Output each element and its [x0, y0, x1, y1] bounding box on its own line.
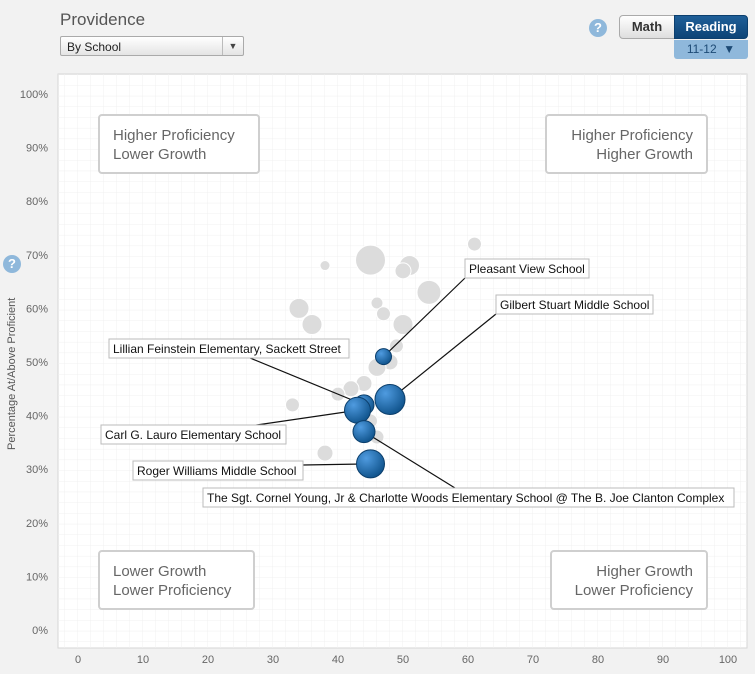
y-tick-label: 0% — [32, 625, 48, 637]
y-tick-label: 100% — [20, 89, 48, 101]
x-tick-label: 60 — [462, 654, 474, 666]
callout-box — [132, 460, 304, 481]
view-select-value: By School — [67, 40, 122, 54]
quadrant-box — [550, 550, 708, 610]
school-point — [288, 297, 310, 319]
school-point — [319, 260, 331, 272]
callout-box — [108, 338, 350, 359]
school-point — [392, 313, 414, 335]
callout-label: Roger Williams Middle School — [137, 464, 296, 478]
chevron-down-icon: ▼ — [719, 42, 736, 56]
school-point — [285, 397, 300, 413]
quadrant-label: Higher Proficiency — [571, 127, 693, 144]
school-point — [376, 306, 391, 322]
x-tick-label: 80 — [592, 654, 604, 666]
y-tick-label: 90% — [26, 143, 48, 155]
y-tick-label: 10% — [26, 571, 48, 583]
quadrant-label: Lower Proficiency — [575, 582, 694, 599]
x-tick-label: 100 — [719, 654, 737, 666]
school-point — [389, 338, 404, 354]
tab-math[interactable]: Math — [619, 15, 675, 39]
quadrant-label: Lower Proficiency — [113, 582, 232, 599]
help-icon[interactable]: ? — [589, 19, 607, 37]
quadrant-label: Lower Growth — [113, 563, 206, 580]
school-point — [316, 444, 334, 462]
grade-select-value: 11-12 — [686, 42, 717, 56]
callout-box — [202, 487, 735, 508]
y-tick-label: 30% — [26, 464, 48, 476]
highlighted-school-point — [374, 384, 406, 416]
tab-reading[interactable]: Reading — [674, 15, 748, 39]
y-tick-label: 60% — [26, 303, 48, 315]
callout-leader — [389, 313, 497, 400]
y-tick-label: 40% — [26, 411, 48, 423]
callout-box — [464, 258, 590, 279]
school-point — [301, 313, 323, 335]
page-title: Providence — [60, 10, 146, 29]
callout-leader — [383, 277, 466, 358]
x-tick-label: 40 — [332, 654, 344, 666]
y-tick-label: 50% — [26, 357, 48, 369]
callout-label: Lillian Feinstein Elementary, Sackett St… — [113, 342, 342, 356]
school-point — [355, 244, 386, 276]
callout-label: Carl G. Lauro Elementary School — [105, 428, 281, 442]
quadrant-label: Higher Growth — [596, 563, 693, 580]
y-tick-label: 70% — [26, 250, 48, 262]
school-point — [394, 262, 412, 280]
school-point — [416, 279, 442, 305]
quadrant-label: Lower Growth — [113, 146, 206, 163]
school-point — [467, 236, 482, 252]
quadrant-label: Higher Growth — [596, 146, 693, 163]
x-tick-label: 10 — [137, 654, 149, 666]
x-tick-label: 20 — [202, 654, 214, 666]
highlighted-school-point — [356, 449, 385, 479]
callout-box — [100, 424, 287, 445]
quadrant-box — [98, 114, 260, 174]
chevron-down-icon: ▼ — [222, 37, 243, 55]
highlighted-school-point — [352, 420, 376, 444]
quadrant-label: Higher Proficiency — [113, 127, 235, 144]
x-tick-label: 50 — [397, 654, 409, 666]
callout-leader — [363, 431, 456, 489]
callout-box — [495, 294, 654, 315]
quadrant-box — [98, 550, 255, 610]
school-point — [370, 296, 384, 310]
x-tick-label: 90 — [657, 654, 669, 666]
callout-label: Pleasant View School — [469, 262, 585, 276]
highlighted-school-point — [344, 396, 371, 424]
view-select[interactable]: By School ▼ — [60, 36, 244, 56]
axis-help-icon[interactable]: ? — [3, 255, 21, 273]
highlighted-school-point — [375, 348, 392, 366]
x-tick-label: 0 — [75, 654, 81, 666]
callout-label: The Sgt. Cornel Young, Jr & Charlotte Wo… — [207, 491, 724, 505]
y-tick-label: 20% — [26, 518, 48, 530]
x-tick-label: 70 — [527, 654, 539, 666]
callout-leader — [249, 409, 358, 427]
callout-leader — [249, 357, 365, 406]
grade-select[interactable]: 11-12 ▼ — [674, 40, 748, 59]
callout-label: Gilbert Stuart Middle School — [500, 298, 649, 312]
quadrant-box — [545, 114, 708, 174]
x-tick-label: 30 — [267, 654, 279, 666]
y-tick-label: 80% — [26, 196, 48, 208]
